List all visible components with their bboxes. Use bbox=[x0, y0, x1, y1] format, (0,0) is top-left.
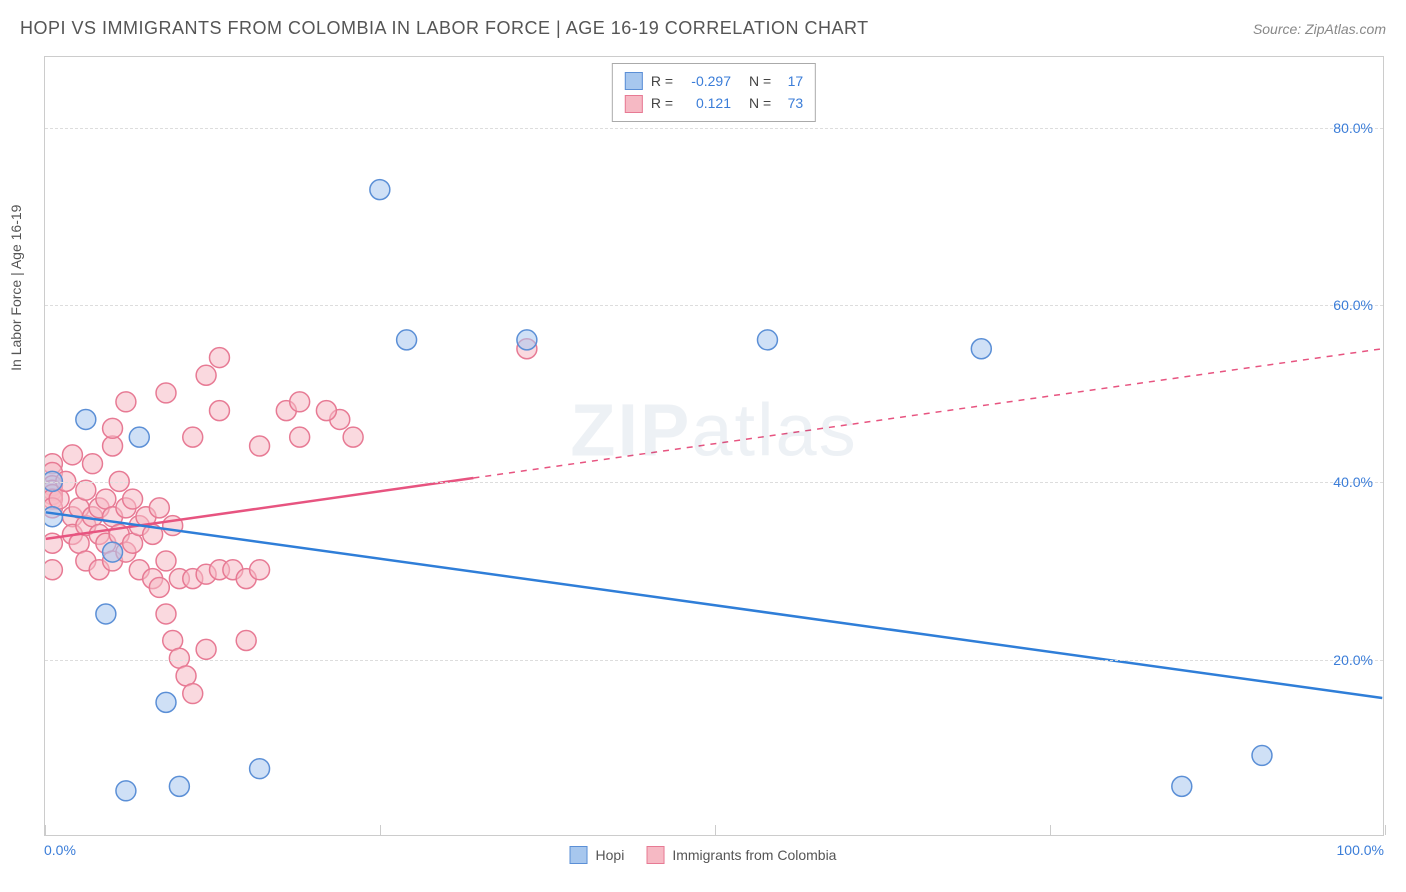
data-point bbox=[290, 427, 310, 447]
data-point bbox=[1172, 776, 1192, 796]
data-point bbox=[83, 454, 103, 474]
legend-label-colombia: Immigrants from Colombia bbox=[672, 847, 836, 863]
chart-container: 20.0%40.0%60.0%80.0% ZIPatlas R = -0.297… bbox=[44, 56, 1384, 836]
data-point bbox=[116, 781, 136, 801]
swatch-colombia-icon bbox=[625, 95, 643, 113]
gridline bbox=[45, 128, 1383, 129]
source-attribution: Source: ZipAtlas.com bbox=[1253, 21, 1386, 37]
r-value-hopi: -0.297 bbox=[681, 70, 731, 92]
x-tick-mark bbox=[380, 825, 381, 835]
data-point bbox=[250, 759, 270, 779]
legend-label-hopi: Hopi bbox=[596, 847, 625, 863]
data-point bbox=[109, 471, 129, 491]
data-point bbox=[517, 330, 537, 350]
stats-row-hopi: R = -0.297 N = 17 bbox=[625, 70, 803, 92]
data-point bbox=[209, 348, 229, 368]
data-point bbox=[156, 551, 176, 571]
data-point bbox=[250, 560, 270, 580]
x-tick-mark bbox=[715, 825, 716, 835]
data-point bbox=[45, 560, 62, 580]
n-value-hopi: 17 bbox=[779, 70, 803, 92]
trend-line bbox=[46, 512, 1383, 698]
x-tick-min: 0.0% bbox=[44, 842, 76, 858]
data-point bbox=[397, 330, 417, 350]
data-point bbox=[250, 436, 270, 456]
gridline bbox=[45, 482, 1383, 483]
y-tick-label: 40.0% bbox=[1333, 474, 1373, 490]
data-point bbox=[343, 427, 363, 447]
r-value-colombia: 0.121 bbox=[681, 92, 731, 114]
data-point bbox=[370, 180, 390, 200]
data-point bbox=[76, 410, 96, 430]
data-point bbox=[290, 392, 310, 412]
swatch-hopi-icon bbox=[625, 72, 643, 90]
data-point bbox=[156, 692, 176, 712]
data-point bbox=[757, 330, 777, 350]
legend-item-colombia: Immigrants from Colombia bbox=[646, 846, 836, 864]
y-tick-label: 80.0% bbox=[1333, 120, 1373, 136]
gridline bbox=[45, 660, 1383, 661]
y-axis-title: In Labor Force | Age 16-19 bbox=[8, 205, 24, 371]
y-tick-label: 20.0% bbox=[1333, 652, 1373, 668]
swatch-colombia-icon bbox=[646, 846, 664, 864]
y-tick-label: 60.0% bbox=[1333, 297, 1373, 313]
data-point bbox=[129, 427, 149, 447]
data-point bbox=[103, 542, 123, 562]
plot-area: 20.0%40.0%60.0%80.0% ZIPatlas R = -0.297… bbox=[45, 57, 1383, 835]
x-tick-mark bbox=[45, 825, 46, 835]
correlation-stats-box: R = -0.297 N = 17 R = 0.121 N = 73 bbox=[612, 63, 816, 122]
data-point bbox=[149, 498, 169, 518]
data-point bbox=[196, 639, 216, 659]
data-point bbox=[156, 383, 176, 403]
data-point bbox=[1252, 745, 1272, 765]
chart-title: HOPI VS IMMIGRANTS FROM COLOMBIA IN LABO… bbox=[20, 18, 869, 39]
n-label: N = bbox=[749, 70, 771, 92]
trend-line-extrapolated bbox=[473, 349, 1382, 478]
r-label: R = bbox=[651, 70, 673, 92]
data-point bbox=[209, 401, 229, 421]
x-tick-mark bbox=[1050, 825, 1051, 835]
gridline bbox=[45, 305, 1383, 306]
data-point bbox=[183, 427, 203, 447]
data-point bbox=[123, 489, 143, 509]
data-point bbox=[149, 577, 169, 597]
data-point bbox=[196, 365, 216, 385]
legend: Hopi Immigrants from Colombia bbox=[570, 846, 837, 864]
r-label: R = bbox=[651, 92, 673, 114]
x-tick-mark bbox=[1385, 825, 1386, 835]
data-point bbox=[236, 631, 256, 651]
scatter-plot-svg bbox=[45, 57, 1383, 835]
stats-row-colombia: R = 0.121 N = 73 bbox=[625, 92, 803, 114]
data-point bbox=[45, 507, 62, 527]
n-value-colombia: 73 bbox=[779, 92, 803, 114]
n-label: N = bbox=[749, 92, 771, 114]
data-point bbox=[96, 604, 116, 624]
data-point bbox=[156, 604, 176, 624]
data-point bbox=[116, 392, 136, 412]
data-point bbox=[971, 339, 991, 359]
data-point bbox=[183, 684, 203, 704]
x-tick-max: 100.0% bbox=[1337, 842, 1384, 858]
legend-item-hopi: Hopi bbox=[570, 846, 625, 864]
data-point bbox=[316, 401, 336, 421]
swatch-hopi-icon bbox=[570, 846, 588, 864]
data-point bbox=[103, 418, 123, 438]
data-point bbox=[45, 471, 62, 491]
data-point bbox=[62, 445, 82, 465]
data-point bbox=[169, 776, 189, 796]
